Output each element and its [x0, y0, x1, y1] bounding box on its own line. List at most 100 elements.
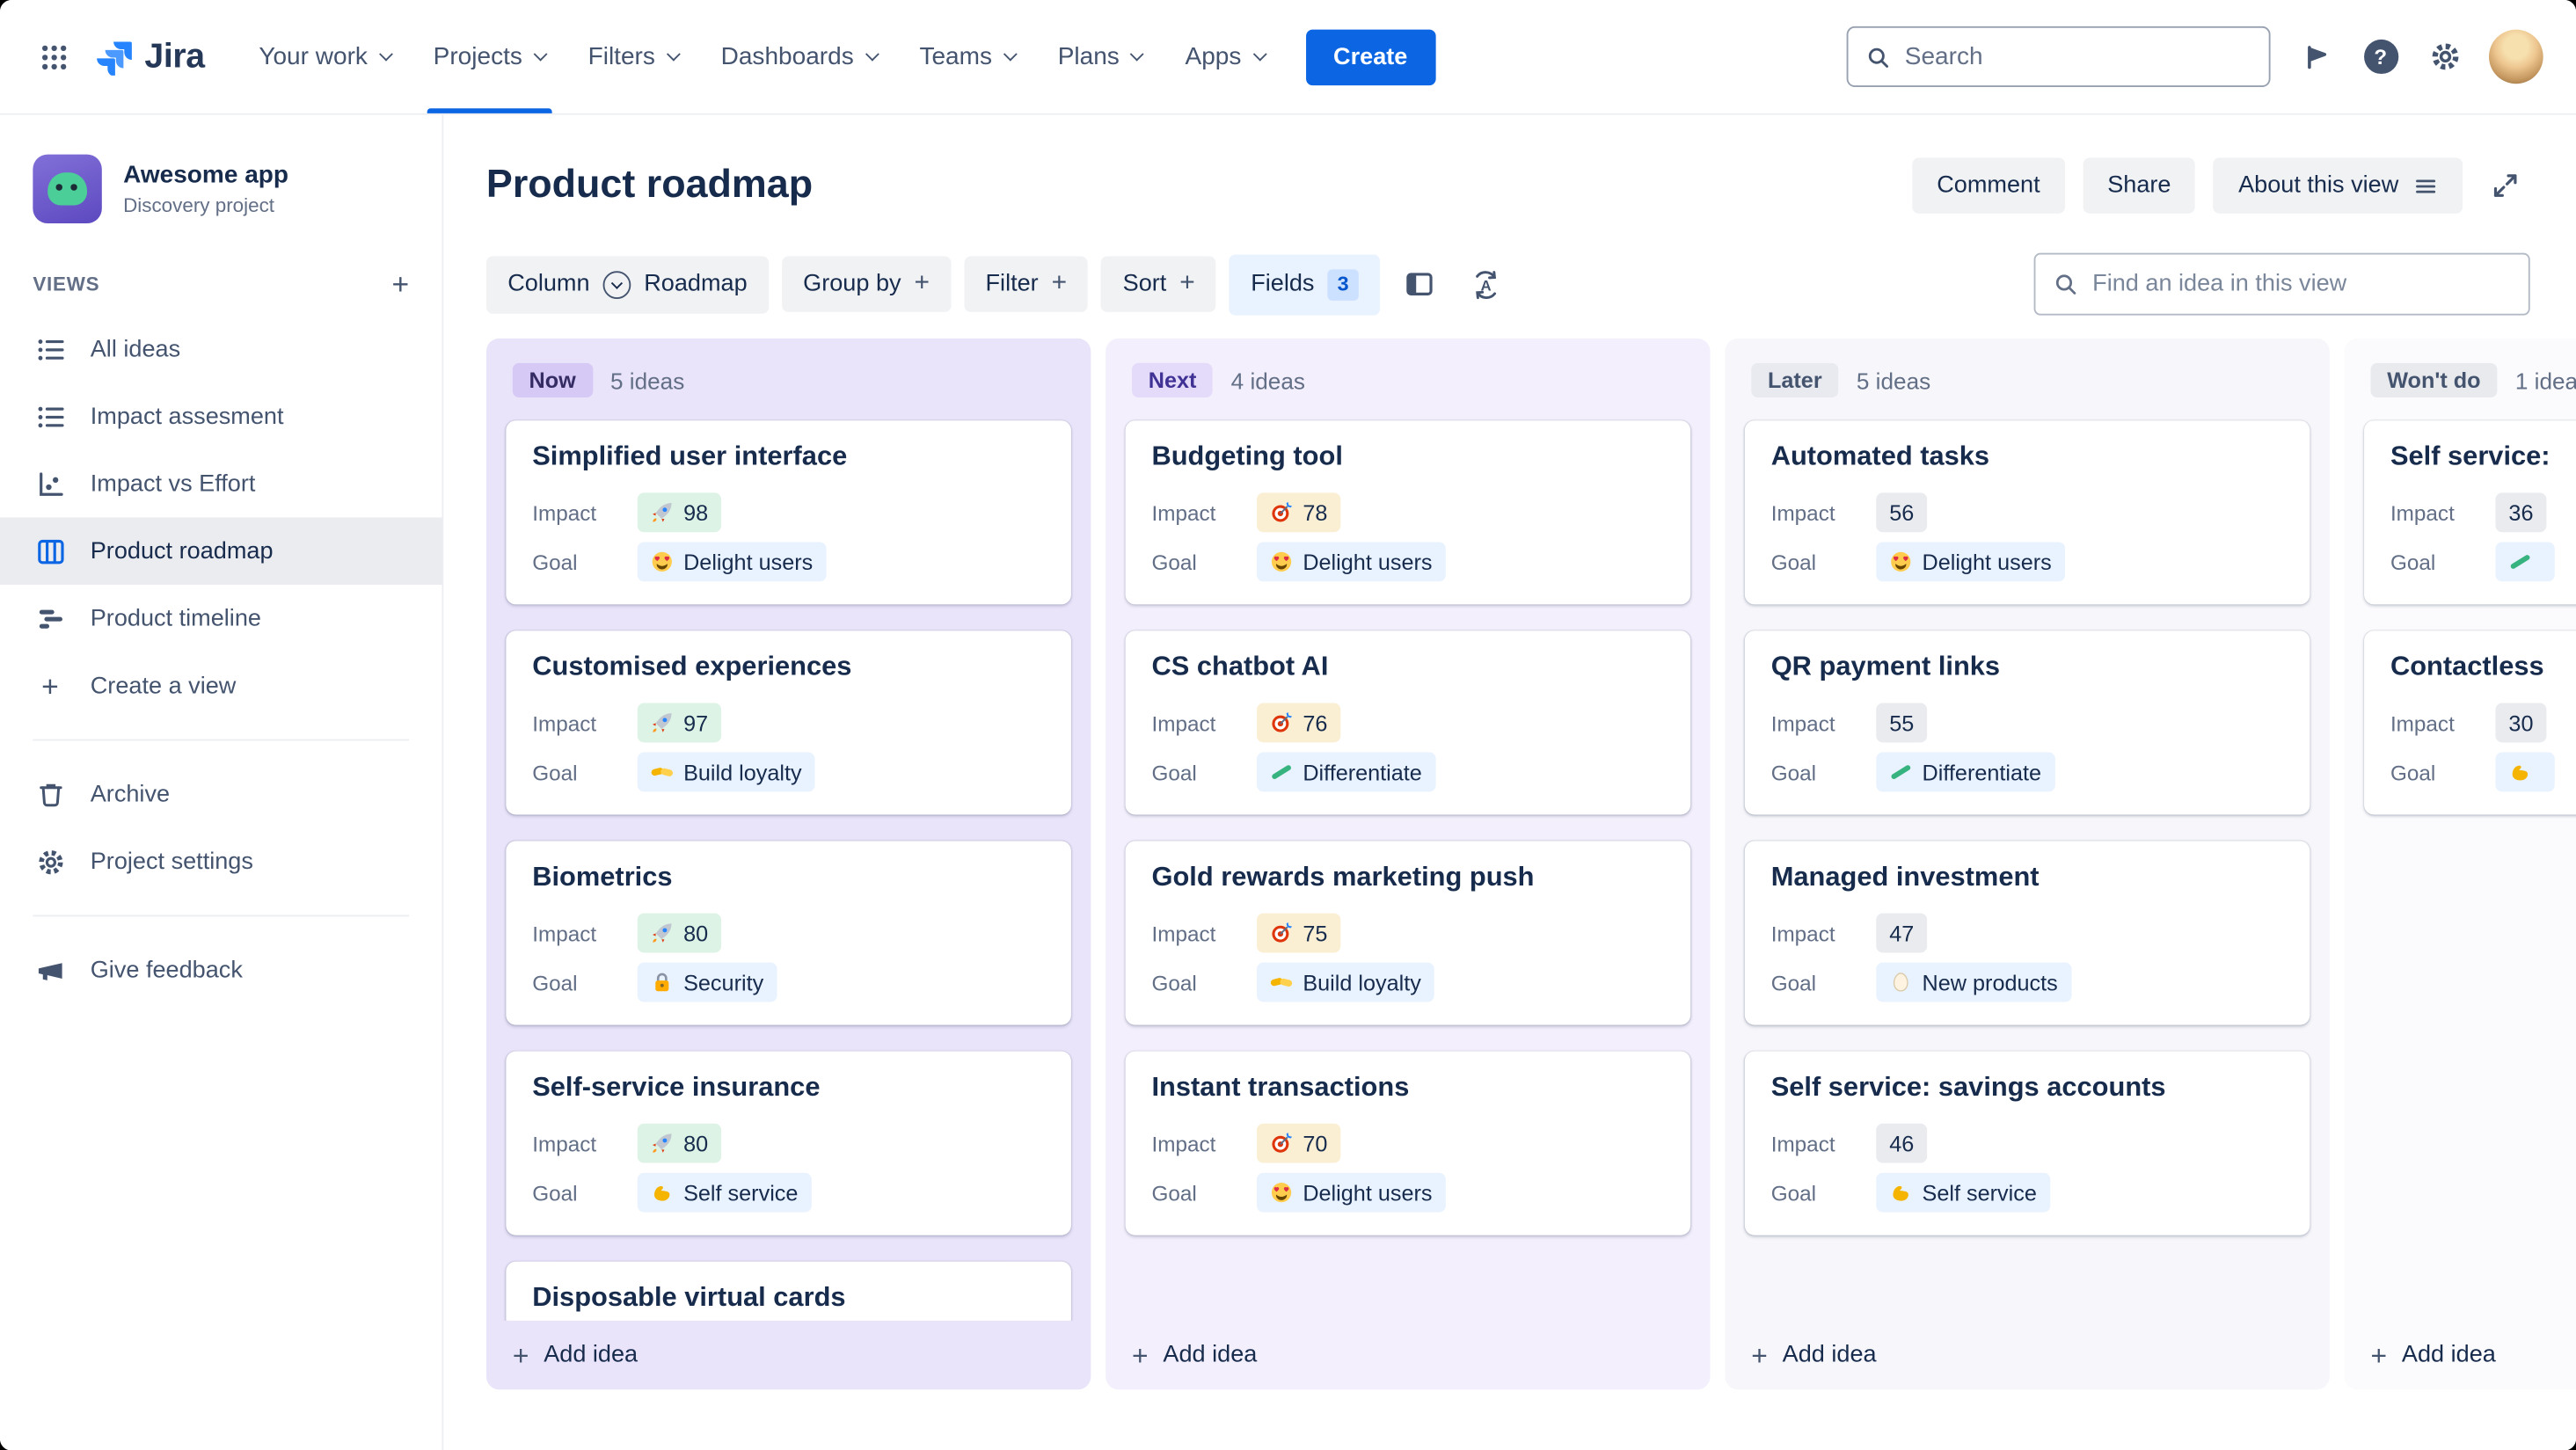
jira-logo[interactable]: Jira: [95, 37, 205, 77]
impact-badge[interactable]: 55: [1876, 703, 1928, 743]
roadmap-board: Now 5 ideas Simplified user interface Im…: [443, 338, 2576, 1390]
idea-card[interactable]: Customised experiences Impact 97 Goal Bu…: [506, 630, 1071, 815]
goal-badge[interactable]: Delight users: [637, 542, 827, 582]
nav-dashboards[interactable]: Dashboards: [699, 0, 898, 113]
idea-title: Self service: savings accounts: [1770, 1072, 2166, 1103]
nav-plans[interactable]: Plans: [1036, 0, 1164, 113]
notifications-button[interactable]: [2288, 29, 2345, 85]
global-search[interactable]: [1846, 26, 2271, 88]
add-idea-button[interactable]: Add idea: [486, 1321, 1091, 1389]
help-icon: [2363, 39, 2398, 75]
target-icon: [1270, 501, 1293, 524]
column-status-chip: Later: [1751, 362, 1839, 398]
goal-badge[interactable]: Delight users: [1876, 542, 2065, 582]
goal-label: Goal: [1770, 549, 1817, 574]
comment-button[interactable]: Comment: [1912, 157, 2065, 214]
idea-card[interactable]: Budgeting tool Impact 78 Goal Delight us…: [1125, 420, 1691, 605]
add-view-button[interactable]: [391, 269, 409, 299]
impact-badge[interactable]: 78: [1257, 492, 1341, 533]
impact-badge[interactable]: 76: [1257, 703, 1341, 743]
add-idea-button[interactable]: Add idea: [2345, 1321, 2576, 1389]
column-status-chip: Won't do: [2370, 362, 2498, 398]
nav-teams[interactable]: Teams: [898, 0, 1036, 113]
help-button[interactable]: [2353, 29, 2409, 85]
impact-badge[interactable]: 56: [1876, 492, 1928, 533]
idea-card[interactable]: CS chatbot AI Impact 76 Goal Differentia…: [1125, 630, 1691, 815]
idea-card[interactable]: Disposable virtual cards Impact 79: [506, 1261, 1071, 1321]
sidebar-item-product-timeline[interactable]: Product timeline: [0, 585, 441, 652]
idea-card[interactable]: Gold rewards marketing push Impact 75 Go…: [1125, 841, 1691, 1025]
idea-card[interactable]: Self-service insurance Impact 80 Goal Se…: [506, 1051, 1071, 1235]
impact-badge[interactable]: 80: [637, 913, 722, 953]
impact-badge[interactable]: 75: [1257, 913, 1341, 953]
impact-badge[interactable]: 70: [1257, 1123, 1341, 1163]
hand-icon: [651, 1181, 674, 1204]
filter-button[interactable]: Filter: [964, 256, 1089, 312]
goal-badge[interactable]: Build loyalty: [1257, 962, 1434, 1002]
sidebar-item-project-settings[interactable]: Project settings: [0, 827, 441, 895]
column-selector-button[interactable]: Column Roadmap: [485, 255, 769, 313]
find-idea-input[interactable]: [2092, 271, 2511, 298]
nav-apps[interactable]: Apps: [1164, 0, 1286, 113]
goal-badge[interactable]: New products: [1876, 962, 2071, 1002]
impact-badge[interactable]: 47: [1876, 913, 1928, 953]
group-by-button[interactable]: Group by: [781, 256, 952, 312]
goal-badge[interactable]: [2495, 542, 2555, 582]
auto-sort-button[interactable]: A: [1459, 257, 1514, 311]
goal-badge[interactable]: [2495, 752, 2555, 792]
project-header[interactable]: Awesome app Discovery project: [0, 154, 441, 224]
sidebar-item-impact-assesment[interactable]: Impact assesment: [0, 383, 441, 450]
impact-badge[interactable]: 80: [637, 1123, 722, 1163]
impact-badge[interactable]: 46: [1876, 1123, 1928, 1163]
group-by-label: Group by: [803, 271, 901, 298]
idea-card[interactable]: Instant transactions Impact 70 Goal Deli…: [1125, 1051, 1691, 1235]
goal-badge[interactable]: Delight users: [1257, 542, 1446, 582]
user-avatar[interactable]: [2489, 29, 2543, 84]
sidebar-item-product-roadmap[interactable]: Product roadmap: [0, 517, 442, 586]
sort-button[interactable]: Sort: [1101, 256, 1216, 312]
impact-value: 98: [683, 499, 709, 525]
sidebar-item-create-a-view[interactable]: Create a view: [0, 652, 441, 720]
sidebar-item-all-ideas[interactable]: All ideas: [0, 316, 441, 383]
about-this-view-button[interactable]: About this view: [2214, 157, 2463, 214]
goal-badge[interactable]: Differentiate: [1876, 752, 2055, 792]
nav-filters[interactable]: Filters: [566, 0, 699, 113]
sidebar-item-archive[interactable]: Archive: [0, 761, 441, 828]
impact-badge[interactable]: 36: [2495, 492, 2547, 533]
idea-card[interactable]: Self service: savings accounts Impact 46…: [1744, 1051, 2310, 1235]
sidebar-item-give-feedback[interactable]: Give feedback: [0, 936, 441, 1004]
board-layout-button[interactable]: [1393, 258, 1446, 310]
goal-badge[interactable]: Security: [637, 962, 777, 1002]
fullscreen-button[interactable]: [2481, 161, 2530, 210]
idea-card[interactable]: Automated tasks Impact 56 Goal Delight u…: [1744, 420, 2310, 605]
goal-badge[interactable]: Delight users: [1257, 1172, 1446, 1213]
hand-icon: [1889, 1181, 1912, 1204]
goal-badge[interactable]: Build loyalty: [637, 752, 815, 792]
goal-badge[interactable]: Self service: [1876, 1172, 2050, 1213]
nav-your-work[interactable]: Your work: [237, 0, 412, 113]
idea-card[interactable]: Managed investment Impact 47 Goal New pr…: [1744, 841, 2310, 1025]
add-idea-button[interactable]: Add idea: [1725, 1321, 2329, 1389]
fields-button[interactable]: Fields 3: [1229, 253, 1381, 315]
impact-badge[interactable]: 98: [637, 492, 722, 533]
idea-card[interactable]: Contactless Impact 30 Goal: [2364, 630, 2576, 815]
nav-projects[interactable]: Projects: [412, 0, 566, 113]
idea-card[interactable]: QR payment links Impact 55 Goal Differen…: [1744, 630, 2310, 815]
idea-card[interactable]: Simplified user interface Impact 98 Goal…: [506, 420, 1071, 605]
impact-badge[interactable]: 97: [637, 703, 722, 743]
search-input[interactable]: [1904, 42, 2251, 71]
goal-badge[interactable]: Differentiate: [1257, 752, 1435, 792]
settings-button[interactable]: [2417, 29, 2473, 85]
impact-badge[interactable]: 30: [2495, 703, 2547, 743]
idea-card[interactable]: Self service: Impact 36 Goal: [2364, 420, 2576, 605]
add-idea-button[interactable]: Add idea: [1106, 1321, 1710, 1389]
sidebar-item-impact-vs-effort[interactable]: Impact vs Effort: [0, 450, 441, 518]
goal-badge[interactable]: Self service: [637, 1172, 812, 1213]
create-button[interactable]: Create: [1305, 28, 1436, 85]
app-switcher-button[interactable]: [26, 29, 83, 85]
idea-card[interactable]: Biometrics Impact 80 Goal Security: [506, 841, 1071, 1025]
find-idea-search[interactable]: [2033, 252, 2530, 316]
add-idea-label: Add idea: [2401, 1342, 2496, 1369]
chevron-down-icon: [1130, 46, 1145, 61]
share-button[interactable]: Share: [2083, 157, 2196, 214]
